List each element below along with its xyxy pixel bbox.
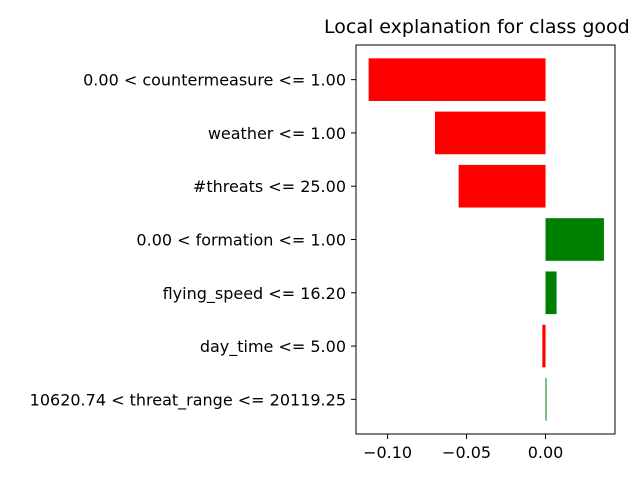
x-tick-label: −0.05 [442,443,491,462]
y-tick-label: 0.00 < countermeasure <= 1.00 [83,71,346,90]
bar-4 [545,271,557,315]
y-axis-ticks: 0.00 < countermeasure <= 1.00 weather <= … [30,71,356,410]
x-axis-ticks: −0.10 −0.05 0.00 [363,434,563,462]
y-tick-label: 0.00 < formation <= 1.00 [136,231,346,250]
plot-frame [355,44,616,435]
bar-5 [542,324,546,368]
bar-6 [545,378,547,421]
y-tick-label: 10620.74 < threat_range <= 20119.25 [30,390,346,410]
bars-group [368,58,604,421]
x-tick-label: 0.00 [528,443,564,462]
y-tick-label: weather <= 1.00 [208,124,346,143]
chart-title: Local explanation for class good [324,16,630,38]
bar-2 [458,164,546,208]
y-tick-label: day_time <= 5.00 [200,337,346,357]
x-tick-label: −0.10 [363,443,412,462]
bar-1 [434,111,546,155]
bar-3 [545,218,604,261]
bar-0 [368,58,546,101]
y-tick-label: flying_speed <= 16.20 [163,284,346,304]
y-tick-label: #threats <= 25.00 [193,177,346,196]
